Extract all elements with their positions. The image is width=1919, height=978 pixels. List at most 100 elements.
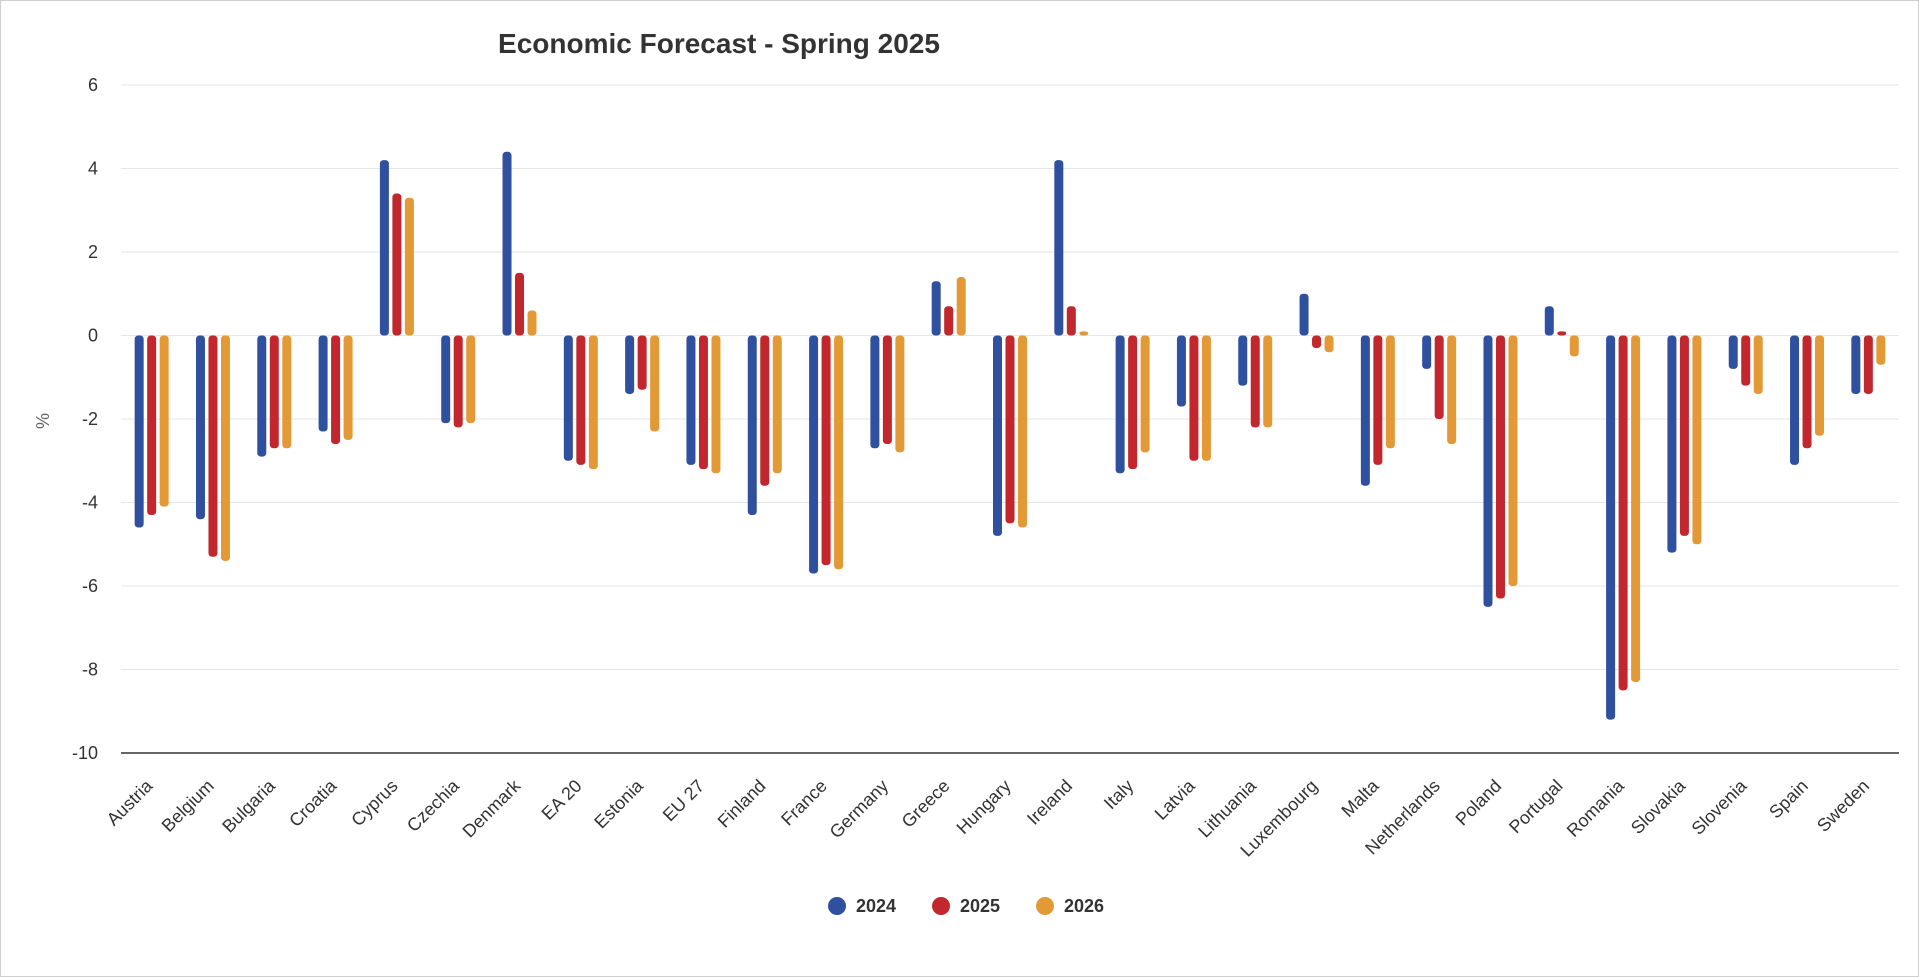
bar-spain-2026[interactable] <box>1815 335 1825 436</box>
bar-slovenia-2026[interactable] <box>1753 335 1763 394</box>
bar-denmark-2025[interactable] <box>515 272 525 336</box>
bar-hungary-2024[interactable] <box>993 335 1002 536</box>
bar-estonia-2026[interactable] <box>650 335 660 432</box>
bar-latvia-2024[interactable] <box>1176 335 1186 407</box>
bar-netherlands-2026[interactable] <box>1447 335 1457 445</box>
legend-item-2026[interactable]: 2026 <box>1036 896 1104 916</box>
bar-greece-2024[interactable] <box>931 281 941 336</box>
bar-estonia-2024[interactable] <box>625 335 635 394</box>
x-tick-label: Denmark <box>459 775 525 841</box>
bar-france-2025[interactable] <box>821 335 831 566</box>
bar-malta-2024[interactable] <box>1360 335 1370 486</box>
bar-poland-2025[interactable] <box>1495 335 1505 599</box>
bar-romania-2024[interactable] <box>1606 335 1616 720</box>
bar-denmark-2026[interactable] <box>527 310 537 336</box>
bar-bulgaria-2026[interactable] <box>282 335 292 449</box>
bar-romania-2026[interactable] <box>1631 335 1641 683</box>
bar-slovakia-2026[interactable] <box>1692 335 1702 545</box>
bar-malta-2026[interactable] <box>1385 335 1395 449</box>
bar-belgium-2024[interactable] <box>195 335 205 520</box>
legend-item-2024[interactable]: 2024 <box>828 896 896 916</box>
bar-ireland-2026[interactable] <box>1079 331 1089 336</box>
legend-item-2025[interactable]: 2025 <box>932 896 1000 916</box>
bar-czechia-2024[interactable] <box>441 335 451 424</box>
x-axis: Austria Belgium Bulgaria Croatia Cyprus Czech… <box>103 775 1873 861</box>
x-tick-label: Estonia <box>590 775 647 832</box>
bar-belgium-2025[interactable] <box>208 335 218 557</box>
bar-spain-2024[interactable] <box>1790 335 1800 465</box>
bar-austria-2024[interactable] <box>134 335 144 528</box>
legend-marker <box>1036 897 1054 915</box>
bar-poland-2026[interactable] <box>1508 335 1518 587</box>
bar-sweden-2024[interactable] <box>1851 335 1861 394</box>
bar-ireland-2024[interactable] <box>1054 160 1064 336</box>
x-tick-label: France <box>777 776 831 830</box>
bar-germany-2025[interactable] <box>882 335 892 445</box>
legend[interactable]: 2024 2025 2026 <box>828 896 1104 916</box>
x-tick-label: Cyprus <box>347 776 401 830</box>
bar-ea-20-2024[interactable] <box>563 335 573 461</box>
bar-germany-2024[interactable] <box>870 335 880 449</box>
x-tick-label: Malta <box>1337 775 1383 821</box>
bar-malta-2025[interactable] <box>1373 335 1383 465</box>
bar-luxembourg-2025[interactable] <box>1312 335 1322 349</box>
bar-hungary-2026[interactable] <box>1018 335 1027 528</box>
bar-latvia-2025[interactable] <box>1189 335 1199 461</box>
bar-italy-2024[interactable] <box>1115 335 1125 474</box>
bar-czechia-2025[interactable] <box>453 335 463 428</box>
bar-latvia-2026[interactable] <box>1201 335 1211 461</box>
bar-ireland-2025[interactable] <box>1066 306 1076 336</box>
bar-finland-2024[interactable] <box>747 335 757 516</box>
bar-france-2026[interactable] <box>834 335 844 570</box>
bar-greece-2025[interactable] <box>944 306 954 336</box>
bar-slovakia-2025[interactable] <box>1679 335 1689 536</box>
bar-netherlands-2024[interactable] <box>1422 335 1432 369</box>
bar-hungary-2025[interactable] <box>1005 335 1015 524</box>
bar-slovenia-2025[interactable] <box>1741 335 1751 386</box>
bar-poland-2024[interactable] <box>1483 335 1493 607</box>
bar-italy-2026[interactable] <box>1140 335 1150 453</box>
bar-luxembourg-2026[interactable] <box>1324 335 1334 353</box>
bar-greece-2026[interactable] <box>956 277 966 336</box>
bar-romania-2025[interactable] <box>1618 335 1628 691</box>
bar-finland-2026[interactable] <box>772 335 782 474</box>
bar-croatia-2024[interactable] <box>318 335 328 432</box>
bar-austria-2026[interactable] <box>159 335 169 507</box>
bar-denmark-2024[interactable] <box>502 151 512 336</box>
bar-slovenia-2024[interactable] <box>1728 335 1738 369</box>
bar-portugal-2026[interactable] <box>1569 335 1579 357</box>
bar-germany-2026[interactable] <box>895 335 905 453</box>
bar-cyprus-2025[interactable] <box>392 193 402 336</box>
bar-spain-2025[interactable] <box>1802 335 1812 449</box>
bar-france-2024[interactable] <box>809 335 819 574</box>
bar-portugal-2024[interactable] <box>1544 306 1554 336</box>
bar-croatia-2026[interactable] <box>343 335 353 440</box>
bar-eu-27-2026[interactable] <box>711 335 721 474</box>
bar-luxembourg-2024[interactable] <box>1299 293 1309 336</box>
bar-cyprus-2024[interactable] <box>379 160 389 336</box>
bar-lithuania-2026[interactable] <box>1263 335 1273 428</box>
bar-bulgaria-2025[interactable] <box>269 335 279 449</box>
bar-lithuania-2025[interactable] <box>1250 335 1260 428</box>
bar-lithuania-2024[interactable] <box>1238 335 1248 386</box>
bar-finland-2025[interactable] <box>760 335 770 486</box>
bar-sweden-2025[interactable] <box>1863 335 1873 394</box>
bar-slovakia-2024[interactable] <box>1667 335 1677 553</box>
legend-marker <box>828 897 846 915</box>
bar-ea-20-2026[interactable] <box>588 335 598 470</box>
bar-estonia-2025[interactable] <box>637 335 647 390</box>
bar-ea-20-2025[interactable] <box>576 335 586 465</box>
bar-portugal-2025[interactable] <box>1557 331 1567 336</box>
bar-croatia-2025[interactable] <box>331 335 341 445</box>
bar-cyprus-2026[interactable] <box>404 197 414 336</box>
bar-netherlands-2025[interactable] <box>1434 335 1444 420</box>
bar-austria-2025[interactable] <box>147 335 157 516</box>
bar-czechia-2026[interactable] <box>466 335 476 424</box>
bar-italy-2025[interactable] <box>1128 335 1138 470</box>
bar-sweden-2026[interactable] <box>1876 335 1886 365</box>
bar-belgium-2026[interactable] <box>220 335 230 561</box>
bar-eu-27-2024[interactable] <box>686 335 696 465</box>
bar-eu-27-2025[interactable] <box>698 335 708 470</box>
bar-bulgaria-2024[interactable] <box>257 335 267 457</box>
y-axis-label: % <box>33 413 53 429</box>
